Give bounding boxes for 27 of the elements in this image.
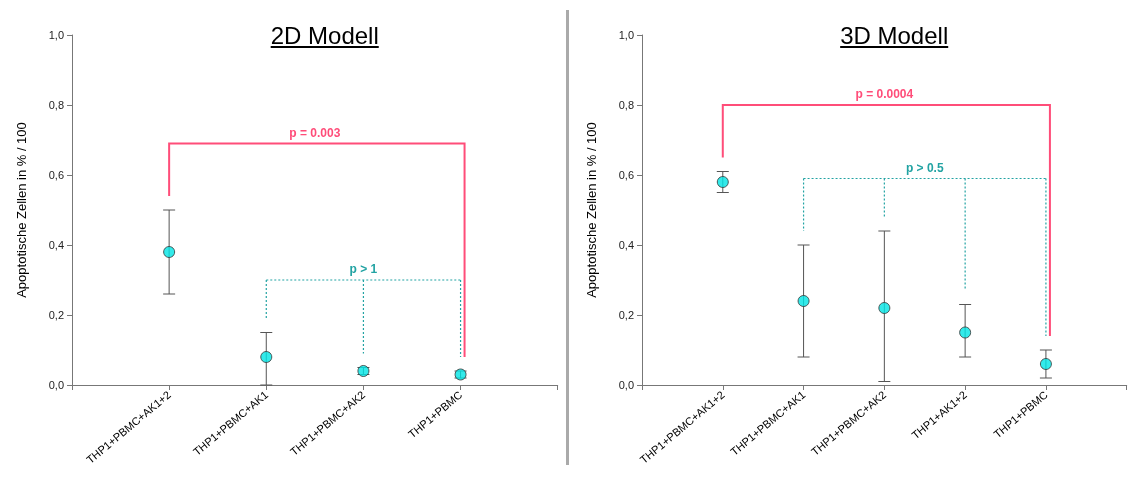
y-axis-title: Apoptotische Zellen in % / 100: [584, 122, 599, 298]
point: [878, 302, 891, 314]
annotation: p = 0.0004: [855, 87, 914, 101]
y-tick-label: 0,6: [618, 169, 634, 181]
chart-title: 3D Modell: [840, 22, 949, 50]
annotation: p = 0.003: [289, 125, 341, 140]
y-tick-label: 0,4: [48, 239, 64, 251]
annotation: p > 1: [349, 262, 378, 276]
y-tick-label: 0,6: [48, 169, 64, 181]
chart-title: 2D Modell: [270, 22, 379, 50]
point: [959, 326, 972, 339]
y-tick-label: 0,2: [618, 309, 634, 321]
y-tick-label: 0,2: [48, 309, 64, 321]
point: [163, 246, 176, 258]
point: [260, 351, 273, 363]
y-axis-title: Apoptotische Zellen in % / 100: [14, 122, 29, 298]
y-tick-label: 0,4: [618, 239, 634, 251]
point: [1039, 358, 1052, 370]
annotation: p > 0.5: [905, 160, 944, 175]
point: [797, 295, 810, 307]
y-tick-label: 0,8: [618, 99, 634, 111]
point: [716, 176, 729, 188]
y-tick-label: 1,0: [618, 29, 634, 41]
y-tick-label: 1,0: [48, 29, 64, 41]
y-tick-label: 0,8: [48, 99, 64, 111]
y-tick-label: 0,0: [48, 379, 64, 391]
y-tick-label: 0,0: [618, 379, 634, 391]
